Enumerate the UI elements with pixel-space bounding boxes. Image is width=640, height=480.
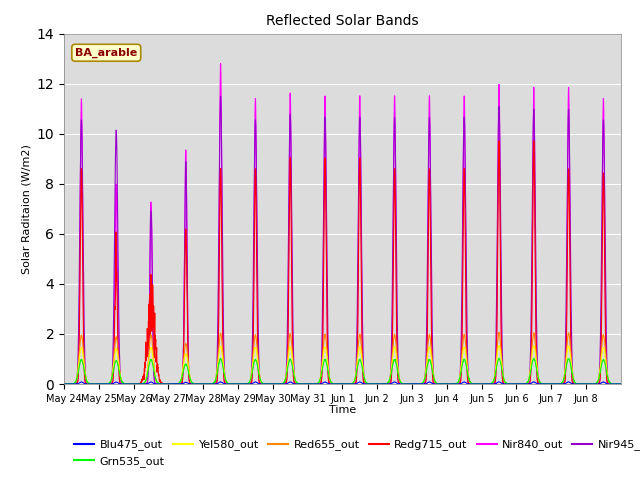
Redg715_out bbox=[473, 381, 481, 386]
Redg715_out bbox=[617, 381, 625, 387]
Red655_out bbox=[617, 381, 625, 387]
Blu475_out bbox=[262, 381, 269, 387]
Yel580_out bbox=[262, 381, 269, 387]
Blu475_out bbox=[390, 379, 397, 385]
Nir945_out bbox=[60, 381, 68, 387]
Yel580_out bbox=[60, 381, 68, 387]
Redg715_out bbox=[530, 138, 538, 144]
Red655_out bbox=[414, 381, 422, 387]
Redg715_out bbox=[414, 381, 422, 387]
X-axis label: Time: Time bbox=[329, 405, 356, 415]
Grn535_out bbox=[390, 359, 397, 364]
Yel580_out bbox=[414, 381, 422, 387]
Nir840_out bbox=[390, 176, 397, 181]
Redg715_out bbox=[503, 381, 511, 387]
Blu475_out bbox=[88, 381, 96, 387]
Legend: Blu475_out, Grn535_out, Yel580_out, Red655_out, Redg715_out, Nir840_out, Nir945_: Blu475_out, Grn535_out, Yel580_out, Red6… bbox=[70, 435, 640, 471]
Red655_out bbox=[503, 381, 511, 387]
Nir840_out bbox=[617, 381, 625, 386]
Nir945_out bbox=[390, 169, 397, 175]
Nir945_out bbox=[262, 381, 269, 387]
Nir840_out bbox=[217, 61, 225, 67]
Nir945_out bbox=[88, 381, 96, 387]
Yel580_out bbox=[503, 381, 511, 387]
Nir945_out bbox=[217, 93, 225, 99]
Grn535_out bbox=[414, 381, 422, 386]
Blu475_out bbox=[503, 381, 511, 387]
Blu475_out bbox=[60, 381, 68, 387]
Line: Redg715_out: Redg715_out bbox=[64, 141, 621, 384]
Nir840_out bbox=[503, 381, 511, 387]
Grn535_out bbox=[88, 381, 96, 386]
Yel580_out bbox=[88, 381, 96, 387]
Nir840_out bbox=[60, 381, 68, 387]
Line: Grn535_out: Grn535_out bbox=[64, 359, 621, 384]
Yel580_out bbox=[473, 381, 481, 387]
Red655_out bbox=[262, 381, 269, 387]
Red655_out bbox=[60, 381, 68, 387]
Nir840_out bbox=[414, 381, 422, 387]
Nir840_out bbox=[473, 381, 481, 387]
Blu475_out bbox=[414, 381, 422, 387]
Redg715_out bbox=[390, 235, 397, 240]
Blu475_out bbox=[617, 381, 625, 387]
Nir945_out bbox=[503, 381, 511, 387]
Grn535_out bbox=[60, 381, 68, 387]
Red655_out bbox=[495, 330, 502, 336]
Y-axis label: Solar Raditaion (W/m2): Solar Raditaion (W/m2) bbox=[21, 144, 31, 274]
Nir945_out bbox=[414, 381, 422, 387]
Nir840_out bbox=[262, 381, 269, 387]
Line: Yel580_out: Yel580_out bbox=[64, 346, 621, 384]
Grn535_out bbox=[262, 381, 269, 387]
Nir945_out bbox=[473, 381, 481, 387]
Yel580_out bbox=[390, 348, 397, 354]
Red655_out bbox=[88, 381, 96, 387]
Grn535_out bbox=[617, 381, 625, 387]
Redg715_out bbox=[88, 381, 96, 387]
Nir945_out bbox=[617, 381, 625, 387]
Nir840_out bbox=[60, 381, 68, 387]
Redg715_out bbox=[60, 381, 68, 387]
Line: Blu475_out: Blu475_out bbox=[64, 382, 621, 384]
Grn535_out bbox=[495, 356, 503, 361]
Blu475_out bbox=[495, 379, 503, 385]
Yel580_out bbox=[495, 343, 503, 348]
Line: Nir840_out: Nir840_out bbox=[64, 64, 621, 384]
Blu475_out bbox=[60, 381, 68, 387]
Title: Reflected Solar Bands: Reflected Solar Bands bbox=[266, 14, 419, 28]
Nir840_out bbox=[88, 381, 96, 387]
Text: BA_arable: BA_arable bbox=[75, 48, 138, 58]
Grn535_out bbox=[503, 381, 511, 386]
Redg715_out bbox=[60, 381, 68, 387]
Yel580_out bbox=[60, 381, 68, 387]
Blu475_out bbox=[473, 381, 481, 387]
Line: Red655_out: Red655_out bbox=[64, 333, 621, 384]
Line: Nir945_out: Nir945_out bbox=[64, 96, 621, 384]
Red655_out bbox=[473, 381, 481, 387]
Yel580_out bbox=[617, 381, 625, 387]
Red655_out bbox=[390, 338, 397, 344]
Grn535_out bbox=[473, 381, 481, 387]
Redg715_out bbox=[262, 381, 269, 387]
